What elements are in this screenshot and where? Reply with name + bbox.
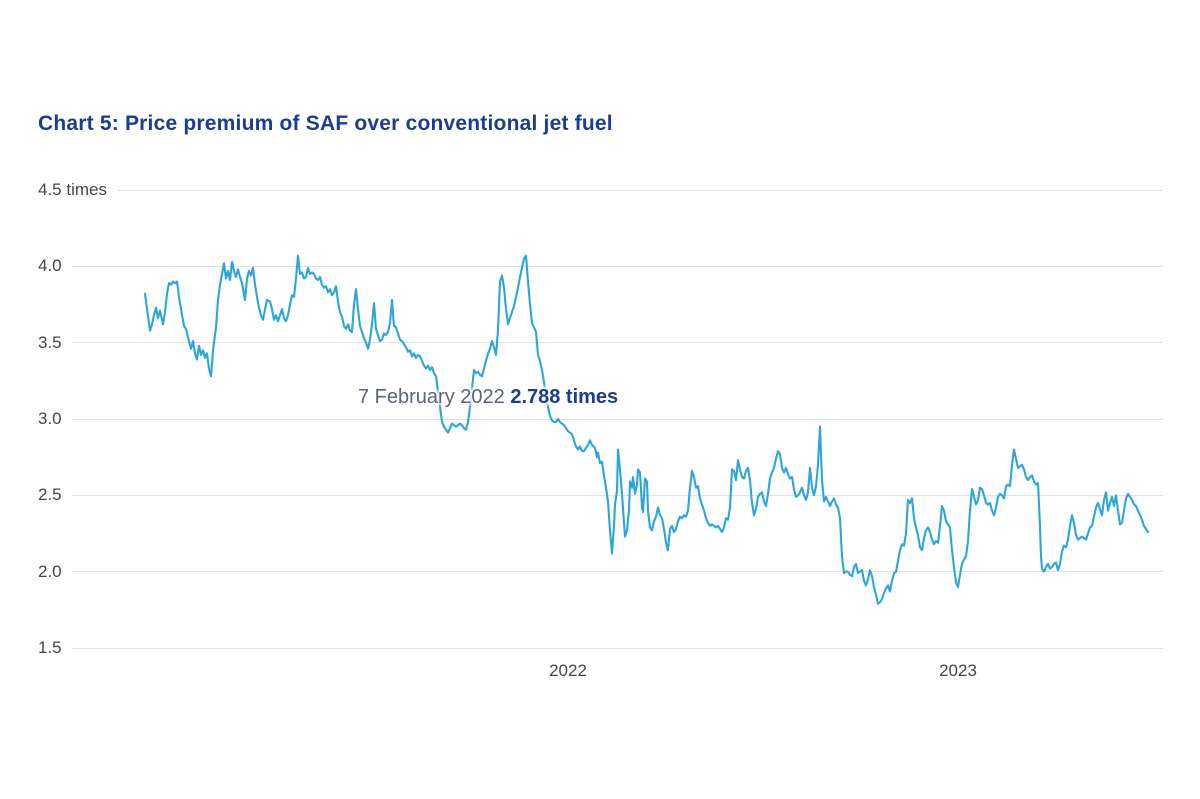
y-axis-tick-label: 3.5 [38, 332, 62, 352]
gridline [71, 418, 1163, 420]
gridline-row: 2.0 [38, 562, 1163, 582]
gridline [71, 265, 1163, 267]
annotation-date: 7 February 2022 [358, 386, 505, 408]
y-axis-tick-label: 4.0 [38, 256, 62, 276]
y-axis-tick-label: 2.5 [38, 485, 62, 505]
gridline [71, 342, 1163, 344]
gridline-row: 3.0 [38, 409, 1163, 429]
y-axis-tick-label: 4.5 times [38, 180, 107, 199]
gridline [116, 189, 1163, 191]
x-axis-tick-label: 2023 [939, 661, 977, 680]
saf-premium-line [143, 254, 1150, 605]
gridline-row: 1.5 [38, 638, 1163, 658]
y-axis-tick-label: 2.0 [38, 561, 62, 581]
gridline-row: 4.0 [38, 256, 1163, 276]
chart-title: Chart 5: Price premium of SAF over conve… [38, 112, 613, 135]
gridline-row: 3.5 [38, 333, 1163, 353]
gridline [71, 494, 1163, 496]
gridline-row: 2.5 [38, 485, 1163, 505]
gridline-row: 4.5 times [38, 180, 1163, 200]
y-axis-tick-label: 1.5 [38, 638, 62, 657]
annotation-value: 2.788 times [510, 386, 619, 408]
gridline [71, 571, 1163, 573]
data-annotation: 7 February 2022 2.788 times [358, 386, 618, 409]
x-axis-tick-label: 2022 [549, 661, 587, 680]
gridline [71, 647, 1163, 649]
y-axis-tick-label: 3.0 [38, 409, 62, 428]
